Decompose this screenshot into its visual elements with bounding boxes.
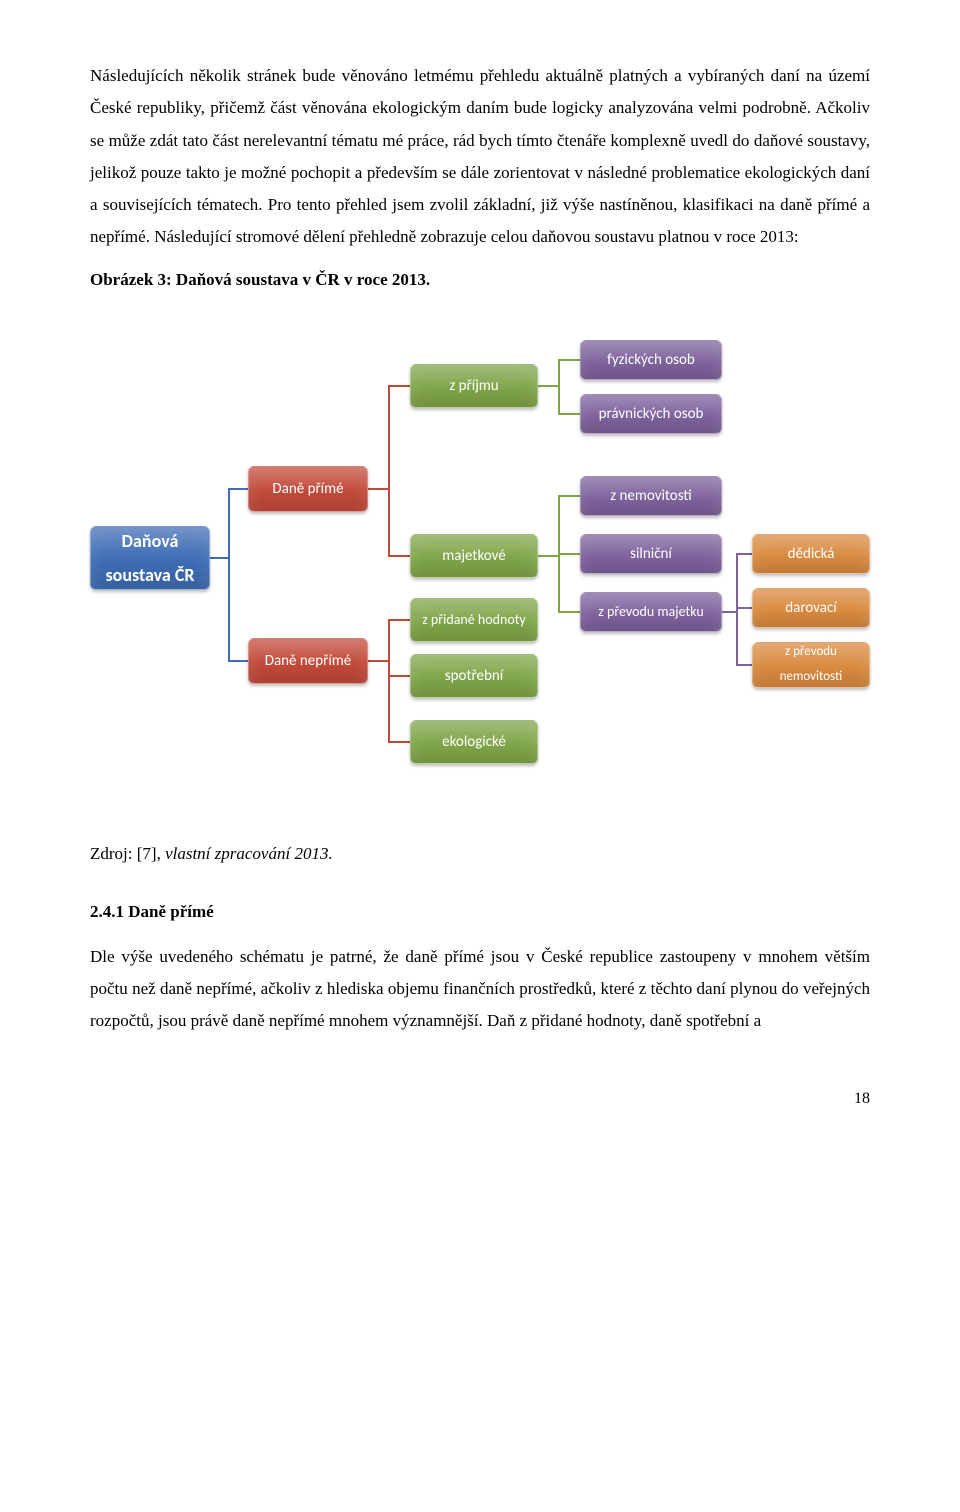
diagram-node-prime: Daně přímé xyxy=(248,466,368,512)
section-heading-2-4-1: 2.4.1 Daně přímé xyxy=(90,896,870,928)
source-prefix: Zdroj: [7], xyxy=(90,844,165,863)
source-italic: vlastní zpracování 2013. xyxy=(165,844,333,863)
diagram-node-zprenem: z převodu nemovitosti xyxy=(752,642,870,688)
diagram-node-fyz: fyzických osob xyxy=(580,340,722,380)
diagram-node-dedic: dědická xyxy=(752,534,870,574)
diagram-node-prav: právnických osob xyxy=(580,394,722,434)
figure-caption: Obrázek 3: Daňová soustava v ČR v roce 2… xyxy=(90,264,870,296)
page-number: 18 xyxy=(90,1084,870,1114)
diagram-node-root: Daňová soustava ČR xyxy=(90,526,210,590)
diagram-node-prevod: z převodu majetku xyxy=(580,592,722,632)
diagram-node-nemov: z nemovitosti xyxy=(580,476,722,516)
diagram-node-ekolog: ekologické xyxy=(410,720,538,764)
tax-system-diagram: Daňová soustava ČR Daně přímé Daně nepřímé… xyxy=(90,316,870,816)
diagram-node-darov: darovací xyxy=(752,588,870,628)
diagram-node-neprime: Daně nepřímé xyxy=(248,638,368,684)
diagram-node-silnic: silniční xyxy=(580,534,722,574)
section-paragraph: Dle výše uvedeného schématu je patrné, ž… xyxy=(90,941,870,1038)
intro-paragraph: Následujících několik stránek bude věnov… xyxy=(90,60,870,254)
diagram-node-dph: z přidané hodnoty xyxy=(410,598,538,642)
diagram-node-spotrebni: spotřební xyxy=(410,654,538,698)
diagram-node-zprijmu: z příjmu xyxy=(410,364,538,408)
figure-source: Zdroj: [7], vlastní zpracování 2013. xyxy=(90,838,870,870)
diagram-node-majetkove: majetkové xyxy=(410,534,538,578)
